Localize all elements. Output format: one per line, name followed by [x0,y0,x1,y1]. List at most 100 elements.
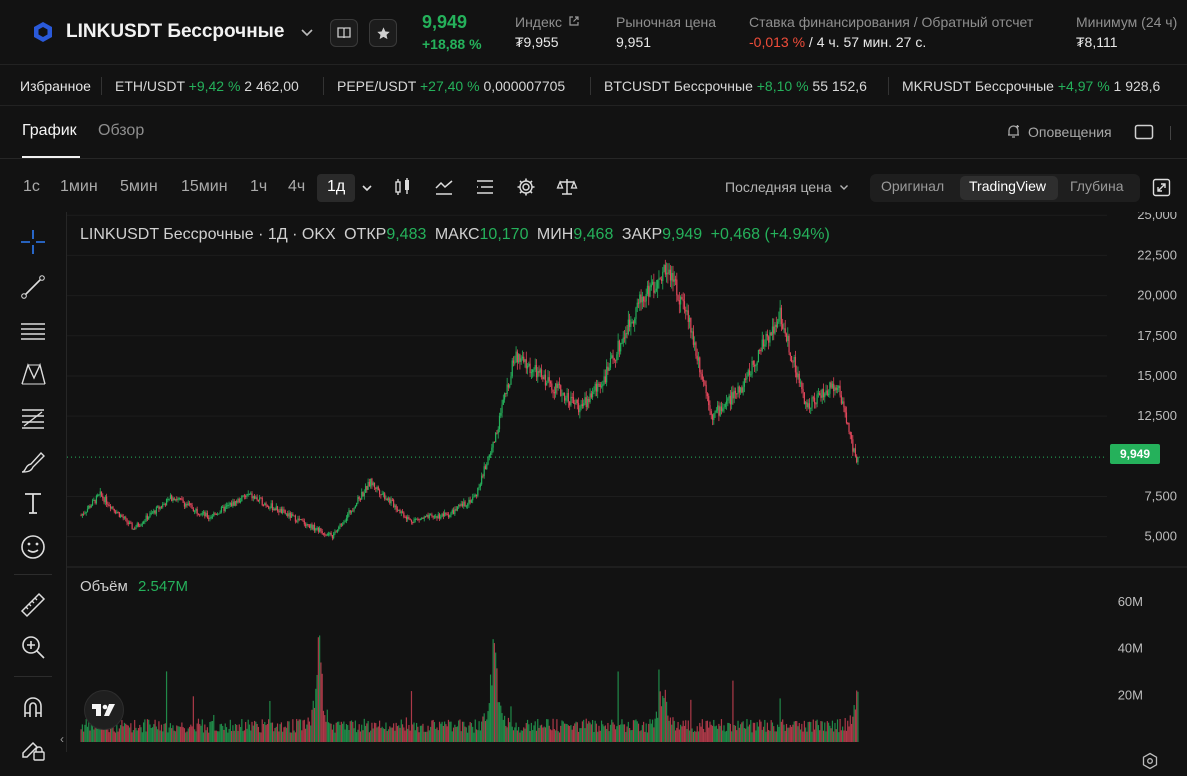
candle-body [176,499,178,501]
tradingview-logo[interactable] [84,690,124,730]
candle-body [247,493,249,495]
text-tool[interactable] [18,488,48,518]
volume-bar [220,723,223,742]
fullscreen-icon[interactable] [1152,178,1171,197]
scroll-left-icon[interactable]: ‹ [60,732,64,746]
volume-bar [810,722,812,742]
candle-body [182,499,184,503]
candles-icon[interactable] [392,176,414,198]
timeframe-15min[interactable]: 15мин [181,178,228,195]
lock-drawing-tool[interactable] [18,734,48,764]
timeframe-1s[interactable]: 1с [23,178,40,195]
candle-body [692,331,694,345]
alerts-button[interactable]: Оповещения [1005,123,1112,140]
candle-body [413,519,415,523]
volume-bar [503,715,506,742]
fib-tool[interactable] [18,403,48,433]
volume-bar [461,721,464,742]
timeframe-5min[interactable]: 5мин [120,178,158,195]
volume-bar [301,730,303,742]
zoom-tool[interactable] [18,632,48,662]
volume-bar [169,723,171,742]
candle-body [768,336,770,343]
emoji-tool[interactable] [18,532,48,562]
timeframe-1min[interactable]: 1мин [60,178,98,195]
gear-icon[interactable] [515,176,537,198]
axis-settings-icon[interactable] [1141,752,1159,770]
candle-body [812,397,814,399]
price-type-select[interactable]: Последняя цена [725,179,850,195]
candle-body [632,321,635,324]
ticker-item[interactable]: ETH/USDT +9,42 % 2 462,00 [115,78,299,94]
view-depth[interactable]: Глубина [1070,178,1124,194]
timeframe-1d[interactable]: 1д [317,174,355,202]
volume-bar [840,730,842,742]
view-tradingview[interactable]: TradingView [969,178,1047,194]
tab-overview[interactable]: Обзор [98,122,145,139]
candle-body [728,395,730,399]
volume-bar [708,727,710,742]
volume-bar [299,719,302,742]
volume-bar [681,726,683,742]
trendline-tool[interactable] [18,272,48,302]
symbol-title[interactable]: LINKUSDT Бессрочные [66,21,285,42]
ticker-item[interactable]: BTCUSDT Бессрочные +8,10 % 55 152,6 [604,78,867,94]
crosshair-tool[interactable] [18,227,48,257]
volume-bar [100,727,103,742]
volume-bar [268,719,270,742]
price-chart[interactable]: 25,000 22,500 20,000 17,500 15,000 12,500 7,50… [67,212,1187,752]
tab-chart[interactable]: График [22,122,77,139]
external-link-icon[interactable] [568,15,580,27]
candle-body [662,271,664,281]
volume-bar [620,724,622,742]
brush-tool[interactable] [18,447,48,477]
volume-bar [783,724,785,742]
candle-body [722,408,724,411]
brush-icon [21,451,45,473]
candle-body [266,505,268,507]
magnet-tool[interactable] [18,692,48,722]
volume-bar [625,731,627,742]
pattern-tool[interactable] [18,359,48,389]
timeframe-1h[interactable]: 1ч [250,178,268,195]
candle-body [755,365,757,367]
candle-body [127,522,129,525]
volume-bar [165,671,168,742]
scale-balance-icon[interactable] [556,176,578,198]
candle-body [359,499,362,501]
ticker-item[interactable]: PEPE/USDT +27,40 % 0,000007705 [337,78,566,94]
candle-body [743,378,746,387]
view-original[interactable]: Оригинал [881,178,945,194]
volume-bar [135,727,137,742]
candle-body [741,387,743,393]
ruler-tool[interactable] [18,590,48,620]
volume-bar [718,723,720,742]
chevron-down-icon[interactable] [359,180,375,196]
candle-body [329,533,331,535]
volume-bar [458,720,460,742]
horizontal-lines-tool[interactable] [18,316,48,346]
indicators-icon[interactable] [433,176,455,198]
volume-bar [399,727,401,742]
layout-window-icon[interactable] [1134,124,1154,140]
volume-bar [183,728,186,742]
volume-bar [688,730,691,742]
volume-bar [690,699,692,742]
volume-bar [507,717,510,742]
funding-rate-label: Ставка финансирования / Обратный отсчет [749,14,1034,30]
volume-bar [127,725,129,742]
candle-body [819,393,821,396]
favorite-button[interactable] [369,19,397,47]
candle-body [736,393,738,395]
volume-bar [630,730,632,742]
timeframe-4h[interactable]: 4ч [288,178,306,195]
chevron-down-icon[interactable] [298,23,316,41]
candle-body [192,508,194,512]
candle-body [211,516,214,518]
candle-body [588,398,590,403]
favorites-ticker: Избранное ETH/USDT +9,42 % 2 462,00 PEPE… [0,64,1187,106]
candle-body [321,531,323,534]
book-button[interactable] [330,19,358,47]
ticker-item[interactable]: MKRUSDT Бессрочные +4,97 % 1 928,6 [902,78,1161,94]
list-icon[interactable] [474,176,496,198]
